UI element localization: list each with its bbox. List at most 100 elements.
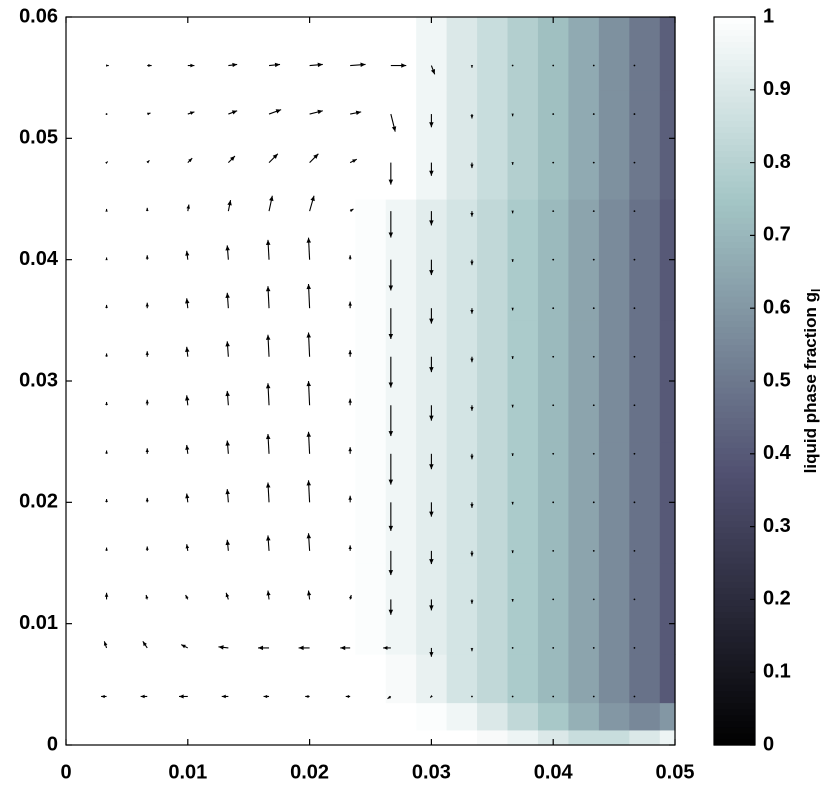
colorbar-tick-label: 0.8 bbox=[763, 151, 791, 173]
field-cell bbox=[233, 320, 265, 443]
colorbar-swatch bbox=[714, 490, 755, 497]
arrow-dot bbox=[592, 64, 595, 67]
colorbar-swatch bbox=[714, 101, 755, 109]
arrow-dot bbox=[592, 452, 595, 455]
velocity-arrow bbox=[146, 160, 150, 164]
colorbar-tick-label: 0.2 bbox=[763, 588, 791, 610]
colorbar-tick-label: 0.1 bbox=[763, 660, 791, 682]
velocity-arrow bbox=[147, 112, 151, 116]
field-cell bbox=[598, 17, 630, 91]
colorbar-swatch bbox=[714, 556, 755, 564]
colorbar-swatch bbox=[714, 478, 755, 485]
velocity-arrow bbox=[511, 453, 514, 456]
arrow-head bbox=[105, 547, 108, 551]
arrow-head bbox=[190, 63, 195, 68]
velocity-arrow bbox=[105, 401, 108, 406]
field-cell bbox=[629, 563, 661, 655]
field-cell bbox=[537, 729, 570, 746]
velocity-arrow bbox=[592, 161, 595, 164]
velocity-arrow bbox=[592, 695, 595, 698]
arrow-dot bbox=[552, 161, 555, 164]
arrow-head bbox=[265, 482, 271, 488]
colorbar-swatch bbox=[714, 217, 755, 224]
field-cell bbox=[263, 702, 295, 731]
field-cell bbox=[477, 199, 509, 321]
field-cell bbox=[263, 17, 295, 91]
y-tick-label: 0.02 bbox=[19, 491, 58, 513]
colorbar-swatch bbox=[714, 654, 755, 661]
velocity-arrow bbox=[185, 594, 189, 600]
colorbar-swatch bbox=[714, 593, 755, 600]
field-cell bbox=[172, 654, 204, 704]
field-cell bbox=[142, 654, 174, 704]
arrow-head bbox=[225, 592, 230, 598]
velocity-arrow bbox=[104, 592, 109, 600]
velocity-arrow bbox=[633, 113, 636, 115]
colorbar-swatch bbox=[714, 308, 755, 315]
velocity-arrow bbox=[105, 450, 108, 454]
colorbar-swatch bbox=[714, 296, 755, 303]
arrow-head bbox=[105, 499, 108, 503]
field-cell bbox=[355, 89, 387, 200]
field-cell bbox=[507, 17, 539, 91]
arrow-head bbox=[305, 694, 309, 698]
velocity-arrow bbox=[633, 549, 636, 552]
field-cell bbox=[111, 729, 143, 746]
arrow-head bbox=[231, 110, 238, 115]
field-cell bbox=[446, 441, 478, 564]
velocity-arrow bbox=[633, 64, 636, 67]
field-cell bbox=[142, 320, 174, 443]
field-cell bbox=[355, 17, 387, 91]
arrow-dot bbox=[592, 210, 595, 213]
velocity-arrow bbox=[349, 158, 358, 164]
arrow-dot bbox=[552, 549, 555, 552]
colorbar-swatch bbox=[714, 120, 755, 127]
velocity-arrow bbox=[225, 292, 230, 309]
arrow-head bbox=[348, 595, 352, 599]
arrow-dot bbox=[552, 501, 555, 504]
field-cell bbox=[324, 199, 356, 321]
arrow-dot bbox=[552, 355, 555, 358]
arrow-head bbox=[306, 237, 311, 243]
field-cell bbox=[477, 654, 509, 704]
velocity-arrow bbox=[388, 550, 394, 576]
colorbar-swatch bbox=[714, 581, 755, 588]
velocity-arrow bbox=[429, 162, 434, 176]
arrow-head bbox=[105, 450, 108, 454]
colorbar-swatch bbox=[714, 77, 755, 85]
arrow-head bbox=[388, 334, 394, 339]
colorbar-swatch bbox=[714, 520, 755, 528]
arrow-dot bbox=[592, 549, 595, 552]
velocity-arrow bbox=[429, 695, 433, 698]
velocity-arrow bbox=[470, 647, 474, 652]
colorbar-swatch bbox=[714, 65, 755, 73]
colorbar-swatch bbox=[714, 732, 755, 740]
colorbar-swatch bbox=[714, 623, 755, 631]
field-cell bbox=[111, 199, 143, 321]
field-cell bbox=[324, 729, 356, 746]
field-cell bbox=[507, 89, 539, 200]
field-cell bbox=[233, 89, 265, 200]
velocity-arrow bbox=[147, 64, 152, 68]
velocity-arrow bbox=[228, 62, 238, 68]
arrow-dot bbox=[592, 695, 595, 698]
velocity-arrow bbox=[633, 695, 636, 698]
velocity-arrow bbox=[185, 346, 190, 357]
field-cell bbox=[111, 654, 143, 704]
arrow-head bbox=[265, 239, 271, 245]
arrow-head bbox=[265, 383, 271, 389]
velocity-arrow bbox=[145, 594, 149, 600]
field-cell bbox=[294, 89, 326, 200]
velocity-arrow bbox=[383, 645, 391, 650]
arrow-dot bbox=[552, 404, 555, 407]
arrow-dot bbox=[552, 113, 555, 115]
field-cell bbox=[659, 563, 676, 655]
field-cell bbox=[537, 89, 570, 200]
arrow-head bbox=[313, 153, 319, 159]
velocity-arrow bbox=[429, 308, 434, 324]
velocity-arrow bbox=[306, 332, 311, 357]
field-cell bbox=[263, 654, 295, 704]
colorbar-swatch bbox=[714, 569, 755, 576]
velocity-arrow bbox=[429, 550, 434, 565]
colorbar-swatch bbox=[714, 447, 755, 455]
